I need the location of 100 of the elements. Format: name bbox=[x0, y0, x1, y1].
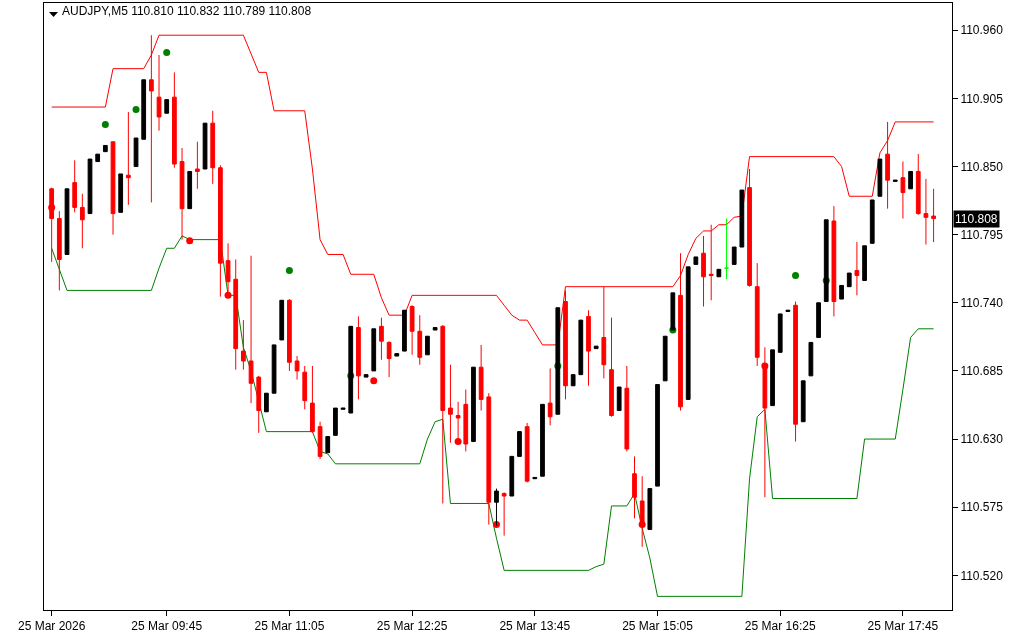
point bbox=[792, 272, 800, 280]
x-tick-label: 25 Mar 17:45 bbox=[867, 619, 939, 634]
x-tick-label: 25 Mar 11:05 bbox=[254, 619, 325, 634]
y-tick-label: 110.850 bbox=[960, 159, 1004, 174]
candlestick bbox=[279, 299, 285, 341]
candlestick bbox=[831, 205, 837, 317]
candlestick bbox=[524, 422, 530, 483]
y-tick-label: 110.520 bbox=[960, 568, 1004, 583]
candlestick bbox=[770, 349, 775, 407]
candlestick bbox=[892, 179, 898, 182]
candlestick bbox=[754, 262, 760, 367]
candlestick bbox=[616, 386, 622, 412]
point bbox=[101, 120, 109, 128]
point bbox=[186, 237, 194, 245]
candlestick bbox=[394, 353, 400, 357]
y-tick-label: 110.630 bbox=[960, 432, 1004, 447]
candlestick bbox=[808, 341, 814, 377]
candlestick bbox=[340, 407, 346, 410]
text: 110.808 bbox=[955, 212, 998, 226]
candlestick bbox=[210, 110, 216, 185]
candlestick bbox=[432, 327, 438, 331]
candlestick bbox=[854, 241, 860, 296]
candlestick bbox=[923, 178, 929, 246]
y-tick-label: 110.905 bbox=[960, 91, 1004, 106]
candlestick bbox=[716, 268, 722, 278]
candlestick bbox=[72, 159, 78, 213]
candlestick bbox=[478, 344, 484, 412]
candlestick bbox=[578, 319, 584, 376]
candlestick bbox=[195, 141, 200, 190]
candlestick bbox=[310, 365, 315, 434]
candlestick bbox=[187, 170, 193, 210]
point bbox=[163, 49, 171, 57]
x-tick-label: 25 Mar 16:25 bbox=[744, 619, 816, 634]
candlestick bbox=[777, 313, 783, 353]
chart-title: AUDJPY,M5 110.810 110.832 110.789 110.808 bbox=[62, 4, 312, 19]
candlestick bbox=[800, 380, 806, 423]
candlestick bbox=[685, 266, 691, 400]
candlestick bbox=[862, 245, 867, 281]
candlestick bbox=[731, 246, 737, 265]
point bbox=[132, 106, 140, 114]
candlestick bbox=[56, 210, 62, 291]
candlestick bbox=[294, 355, 300, 381]
candlestick bbox=[110, 141, 116, 236]
candlestick bbox=[264, 392, 269, 413]
candlestick bbox=[363, 374, 369, 378]
candlestick bbox=[701, 235, 706, 307]
x-tick-label: 25 Mar 13:45 bbox=[499, 619, 571, 634]
candlestick bbox=[440, 324, 446, 504]
candlestick bbox=[271, 344, 277, 394]
x-tick-label: 25 Mar 12:25 bbox=[376, 619, 448, 634]
candlestick bbox=[624, 365, 630, 452]
candlestick bbox=[593, 345, 599, 350]
candlestick bbox=[64, 188, 70, 255]
candlestick bbox=[202, 122, 208, 170]
candlestick bbox=[662, 335, 668, 382]
candlestick bbox=[724, 218, 729, 280]
candlestick bbox=[708, 224, 714, 301]
candlestick bbox=[379, 317, 384, 361]
candlestick bbox=[179, 147, 185, 241]
x-tick-label: 25 Mar 09:45 bbox=[131, 619, 203, 634]
point bbox=[285, 267, 293, 275]
candlestick bbox=[171, 71, 177, 169]
candlestick bbox=[915, 153, 921, 216]
candlestick bbox=[586, 309, 591, 387]
candlestick bbox=[655, 384, 660, 487]
candlestick bbox=[632, 455, 637, 519]
candlestick bbox=[371, 328, 377, 372]
candlestick bbox=[885, 121, 890, 210]
candlestick bbox=[670, 292, 676, 331]
candlestick bbox=[402, 309, 407, 352]
candlestick bbox=[816, 302, 821, 338]
candlestick bbox=[570, 374, 576, 387]
candlestick bbox=[287, 298, 292, 372]
line-series bbox=[51, 235, 935, 597]
candlestick bbox=[547, 367, 553, 426]
candlestick bbox=[609, 317, 614, 418]
candlestick bbox=[517, 431, 522, 457]
candlestick bbox=[118, 173, 124, 213]
candlestick bbox=[133, 137, 139, 168]
candlestick bbox=[302, 365, 308, 410]
y-tick-label: 110.960 bbox=[960, 23, 1004, 38]
candlestick bbox=[95, 153, 101, 163]
candlestick bbox=[218, 164, 223, 298]
candlestick bbox=[900, 161, 906, 220]
candlestick bbox=[125, 111, 131, 206]
candlestick bbox=[908, 170, 913, 190]
candlestick bbox=[877, 158, 883, 197]
candlestick bbox=[501, 493, 507, 537]
candlestick bbox=[471, 366, 476, 443]
candlestick bbox=[486, 392, 492, 526]
candlestick bbox=[256, 375, 262, 434]
candlestick bbox=[79, 193, 85, 249]
candlestick bbox=[739, 189, 745, 248]
candlestick bbox=[931, 188, 936, 243]
candlestick bbox=[425, 335, 430, 356]
candlestick bbox=[839, 284, 844, 300]
candlestick bbox=[386, 340, 392, 378]
candlestick bbox=[793, 301, 798, 443]
candlestick bbox=[509, 455, 515, 497]
candlestick bbox=[102, 144, 108, 153]
